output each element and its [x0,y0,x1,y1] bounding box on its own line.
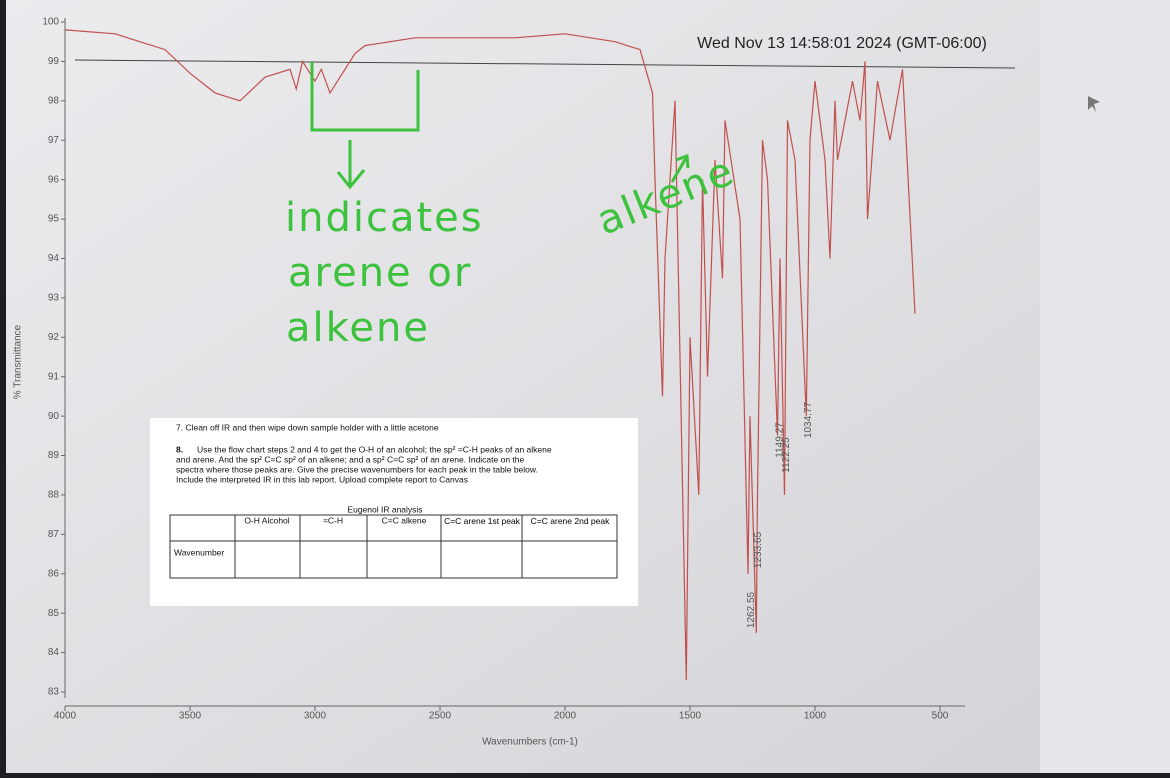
step-line: spectra where those peaks are. Give the … [176,464,538,474]
x-tick-label: 1000 [804,711,827,722]
peak-label: 1034.77 [803,401,814,438]
monitor [6,0,1170,773]
y-tick-label: 91 [48,371,60,382]
y-tick-label: 83 [48,687,60,698]
y-tick-label: 98 [48,95,60,106]
y-tick-label: 100 [42,17,59,28]
table-title: Eugenol IR analysis [347,504,422,514]
x-tick-label: 500 [932,711,949,722]
table-header: C=C alkene [382,515,427,525]
step-line: Use the flow chart steps 2 and 4 to get … [197,444,552,454]
x-axis-label: Wavenumbers (cm-1) [482,737,578,748]
peak-label: 1122.25 [781,437,792,473]
cursor [1088,96,1100,112]
table-header-box: C=C arene 1st peak [444,516,520,526]
document: 7. Clean off IR and then wipe down sampl… [150,418,638,606]
side-panel [1040,0,1170,773]
y-tick-label: 86 [48,568,60,579]
table-header-box: C=C arene 2nd peak [530,516,610,526]
spectrum-line [64,29,916,681]
y-tick-label: 92 [48,332,60,343]
peak-label: 1149.27 [774,422,785,458]
handwriting: arene or [288,250,472,296]
handwriting: indicates [285,195,484,241]
table-row-label: Wavenumber [174,547,224,557]
arrow [336,140,366,190]
x-tick-label: 4000 [54,711,77,722]
y-tick-label: 99 [48,56,60,67]
timestamp: Wed Nov 13 14:58:01 2024 (GMT-06:00) [697,35,987,52]
y-tick-label: 88 [48,490,60,501]
y-tick-label: 85 [48,608,60,619]
x-tick-label: 3000 [304,711,327,722]
y-axis-label: % Transmittance [13,324,24,399]
peak-label: 1233.65 [753,531,764,568]
y-tick-label: 87 [48,529,60,540]
header-rule [74,59,1016,69]
y-tick-label: 97 [48,135,60,146]
document-sheet [150,418,638,606]
x-tick-label: 1500 [679,711,702,722]
y-tick-label: 94 [48,253,60,264]
y-tick-label: 96 [48,174,60,185]
y-tick-label: 93 [48,293,60,304]
step-number: 8. [176,444,183,454]
step-7: 7. Clean off IR and then wipe down sampl… [176,422,439,432]
x-tick-label: 3500 [179,711,202,722]
handwriting: alkene [286,305,430,351]
y-tick-label: 90 [48,411,60,422]
y-tick-label: 89 [48,450,60,461]
table-header: C=C arene 2nd peak [530,516,610,526]
table-header: =C-H [323,515,343,525]
step-line: Include the interpreted IR in this lab r… [176,474,468,484]
step-line: and arene. And the sp² C=C sp² of an alk… [176,454,525,464]
arrow [670,153,690,183]
table-header: O-H Alcohol [244,515,289,525]
y-tick-label: 84 [48,647,60,658]
x-tick-label: 2500 [429,711,452,722]
table-header: C=C arene 1st peak [444,516,520,526]
y-tick-label: 95 [48,214,60,225]
peak-label: 1262.55 [746,591,757,628]
x-tick-label: 2000 [554,711,577,722]
bracket [310,62,420,132]
plot: 83 84 85 86 87 88 89 90 91 92 93 94 95 96 97 98 99 100 400… [13,17,965,748]
table-grid [169,514,618,579]
